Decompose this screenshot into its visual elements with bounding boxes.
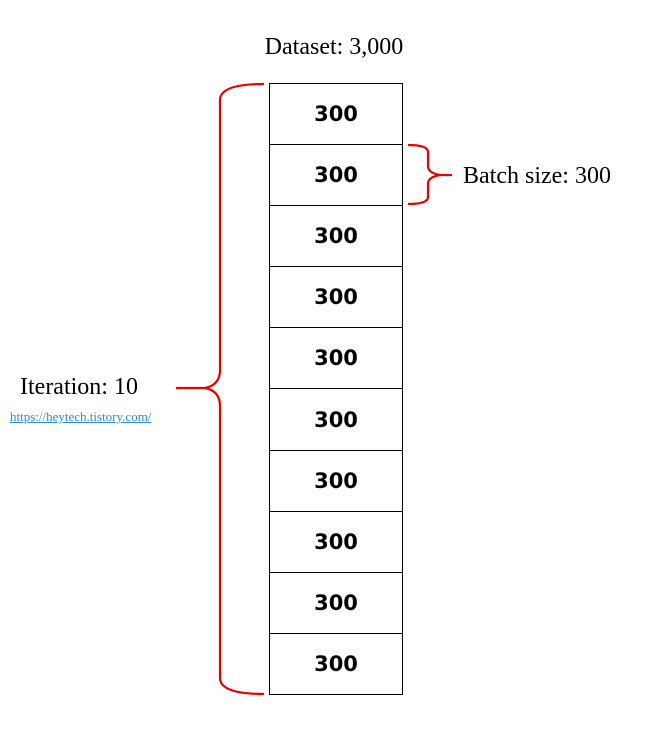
diagram-title-text: Dataset: 3,000 bbox=[264, 34, 404, 60]
batch-cell: 300 bbox=[270, 145, 402, 207]
iteration-label: Iteration: 10 bbox=[20, 374, 138, 400]
dataset-stack: 300 300 300 300 300 300 300 300 300 300 bbox=[269, 83, 403, 695]
source-link[interactable]: https://heytech.tistory.com/ bbox=[10, 409, 152, 424]
batch-cell: 300 bbox=[270, 512, 402, 573]
diagram-title: Dataset: 3,000 bbox=[0, 34, 668, 61]
batch-cell: 300 bbox=[270, 206, 402, 268]
batch-brace bbox=[407, 143, 441, 206]
batch-cell: 300 bbox=[270, 267, 402, 329]
batch-cell: 300 bbox=[270, 573, 402, 634]
batch-cell: 300 bbox=[270, 84, 402, 146]
batch-cell: 300 bbox=[314, 651, 358, 676]
batch-cell: 300 bbox=[270, 389, 402, 451]
batch-cell: 300 bbox=[270, 328, 402, 390]
iteration-brace bbox=[204, 82, 265, 696]
batch-size-label: Batch size: 300 bbox=[463, 163, 611, 189]
batch-cell: 300 bbox=[270, 451, 402, 512]
